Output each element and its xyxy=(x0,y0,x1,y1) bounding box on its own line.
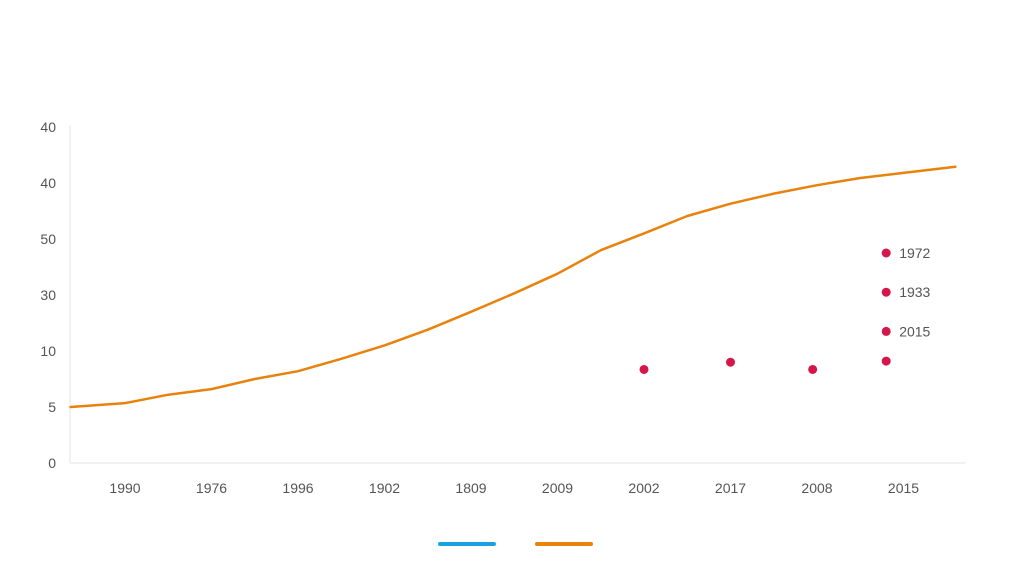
y-tick-label: 10 xyxy=(40,343,56,359)
annotation-label: 1972 xyxy=(899,245,930,261)
x-tick-label: 1976 xyxy=(196,480,227,496)
y-tick-label: 40 xyxy=(40,175,56,191)
annotation-marker xyxy=(881,248,891,258)
points-layer: 1972 1933 2015 xyxy=(639,245,931,374)
y-tick-label: 0 xyxy=(48,455,56,471)
x-tick-label: 2008 xyxy=(801,480,832,496)
series-line xyxy=(69,165,957,409)
data-point xyxy=(808,364,818,374)
x-tick-label: 2015 xyxy=(888,480,919,496)
x-tick-label: 2002 xyxy=(628,480,659,496)
annotation-label: 1933 xyxy=(899,284,930,300)
annotation-marker xyxy=(881,287,891,297)
y-tick-label: 50 xyxy=(40,231,56,247)
x-tick-label: 1809 xyxy=(455,480,486,496)
y-axis-ticks: 0 5 10 30 50 40 40 xyxy=(40,119,56,471)
x-tick-label: 2017 xyxy=(715,480,746,496)
y-tick-label: 5 xyxy=(48,399,56,415)
annotation-marker xyxy=(881,326,891,336)
data-point xyxy=(726,357,735,367)
y-tick-label: 40 xyxy=(40,119,56,135)
y-tick-label: 30 xyxy=(40,287,56,303)
data-point xyxy=(639,364,649,374)
x-tick-label: 1990 xyxy=(109,480,140,496)
series-layer xyxy=(69,165,957,409)
x-tick-label: 1996 xyxy=(282,480,313,496)
x-tick-label: 2009 xyxy=(542,480,573,496)
data-point xyxy=(881,356,891,366)
x-tick-label: 1902 xyxy=(369,480,400,496)
x-axis-ticks: 1990 1976 1996 1902 1809 2009 2002 2017 2008 2015 xyxy=(109,480,919,496)
annotation-label: 2015 xyxy=(899,323,930,339)
